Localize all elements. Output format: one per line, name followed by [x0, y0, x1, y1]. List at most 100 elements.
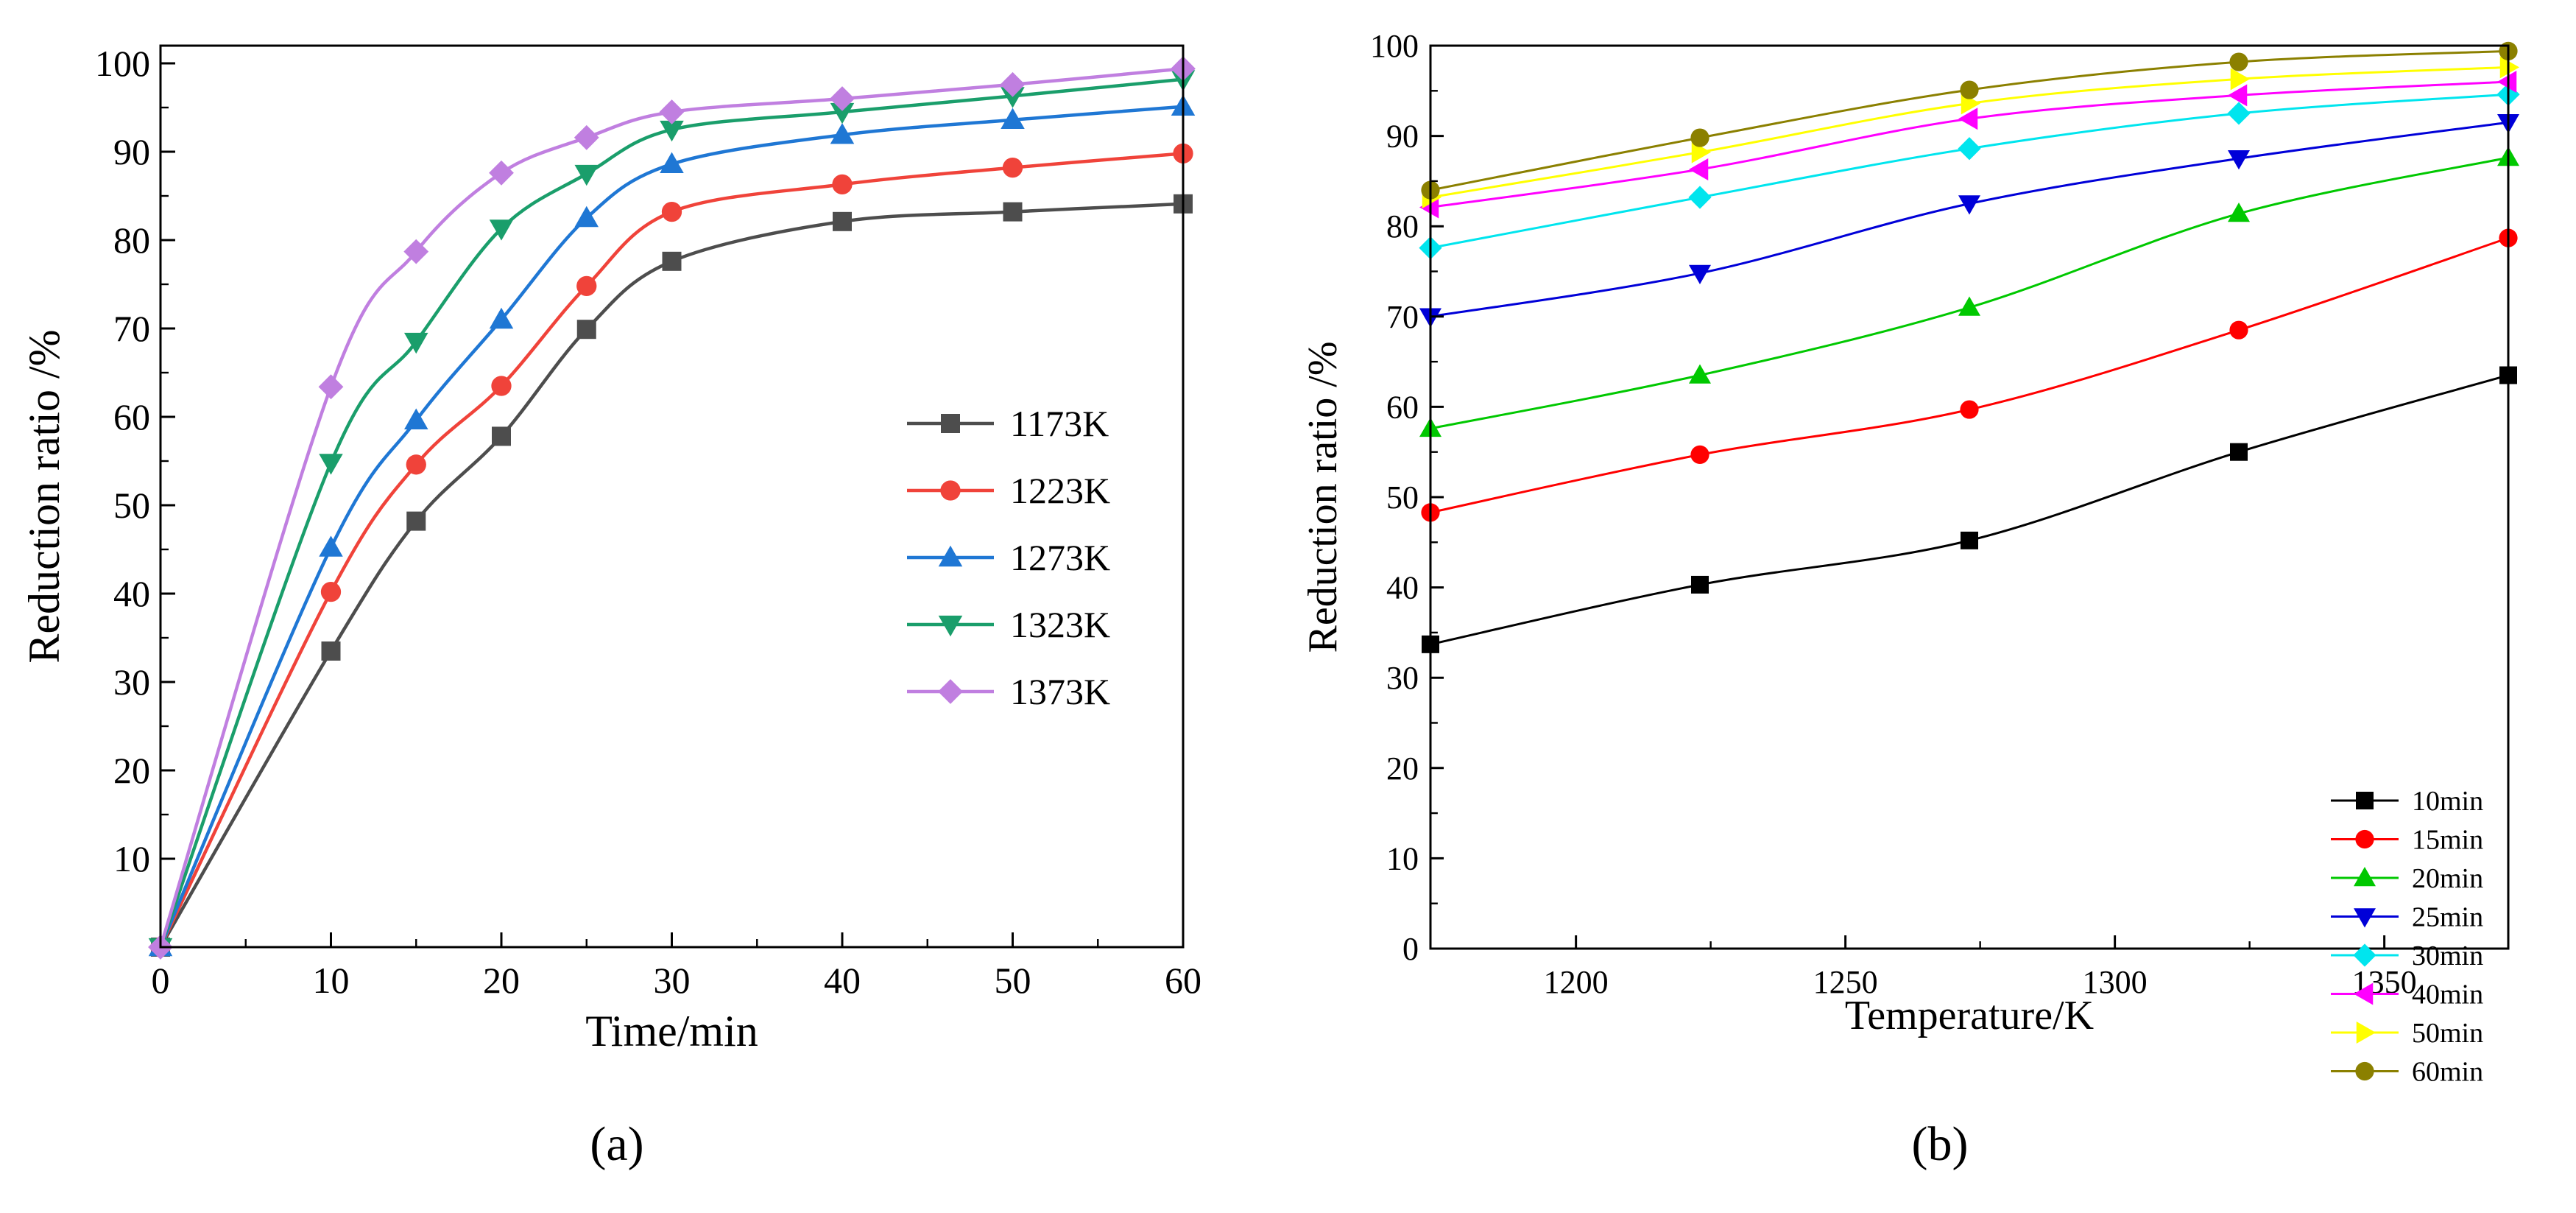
legend-marker-25min	[2354, 908, 2376, 928]
x-tick-label: 60	[1165, 960, 1201, 1001]
x-tick-label: 40	[824, 960, 861, 1001]
x-tick-label: 20	[483, 960, 520, 1001]
data-point-10min-1273	[1961, 531, 1978, 549]
legend-marker-1323K	[938, 615, 963, 637]
y-tick-label: 100	[1370, 28, 1419, 64]
legend-label-1223K: 1223K	[1010, 470, 1110, 511]
data-point-1273K-40	[830, 122, 855, 144]
data-point-1173K-10	[321, 641, 341, 661]
data-point-1323K-25	[574, 164, 599, 186]
y-axis-title: Reduction ratio /%	[1300, 341, 1346, 653]
data-point-1273K-25	[574, 205, 599, 228]
panel-label: (a)	[590, 1117, 643, 1171]
y-tick-label: 10	[113, 838, 150, 879]
data-point-1173K-30	[662, 251, 682, 271]
legend-marker-1373K	[938, 679, 963, 704]
data-point-40min-1273	[1958, 108, 1978, 130]
y-tick-label: 30	[113, 661, 150, 703]
data-point-30min-1273	[1958, 137, 1981, 161]
legend: 10min 15min 20min 25min 30min 40min 50min 60min	[2331, 786, 2483, 1087]
legend-marker-15min	[2355, 829, 2374, 849]
y-tick-label: 80	[1386, 208, 1419, 245]
data-point-1273K-10	[319, 535, 343, 557]
legend-marker-20min	[2354, 867, 2376, 887]
y-tick-label: 90	[1386, 119, 1419, 155]
y-axis-title: Reduction ratio /%	[20, 329, 68, 663]
legend-label-1273K: 1273K	[1010, 537, 1110, 578]
data-point-60min-1223	[1690, 128, 1709, 147]
series-line-1373K	[158, 66, 1184, 948]
legend: 1173K 1223K 1273K 1323K 1373K	[907, 403, 1110, 712]
series-line-15min	[1430, 236, 2509, 514]
data-point-1223K-40	[832, 174, 853, 195]
legend-label-25min: 25min	[2412, 901, 2483, 932]
data-point-10min-1323	[2230, 443, 2248, 461]
data-point-25min-1323	[2228, 150, 2250, 170]
data-point-50min-1373	[2499, 56, 2519, 79]
x-tick-label: 1200	[1544, 964, 1609, 1000]
data-point-15min-1323	[2229, 320, 2248, 340]
plot-frame	[1429, 44, 2510, 950]
data-point-40min-1323	[2228, 84, 2248, 107]
data-point-15min-1273	[1960, 400, 1979, 419]
legend-label-30min: 30min	[2412, 940, 2483, 971]
data-point-1373K-25	[574, 124, 599, 150]
data-point-1323K-40	[830, 102, 855, 124]
data-point-1323K-30	[660, 120, 684, 142]
data-point-1323K-20	[489, 219, 514, 241]
y-tick-label: 60	[113, 396, 150, 437]
legend-label-60min: 60min	[2412, 1056, 2483, 1087]
legend-label-15min: 15min	[2412, 824, 2483, 855]
data-point-60min-1273	[1960, 80, 1979, 99]
legend-label-10min: 10min	[2412, 786, 2483, 817]
data-point-1323K-10	[319, 454, 343, 475]
y-tick-label: 80	[113, 219, 150, 261]
data-point-1223K-15	[406, 454, 426, 475]
legend-label-20min: 20min	[2412, 863, 2483, 894]
legend-label-40min: 40min	[2412, 979, 2483, 1010]
data-point-1273K-15	[404, 408, 428, 429]
data-point-1323K-50	[1001, 87, 1025, 108]
y-tick-label: 70	[113, 308, 150, 349]
legend-marker-1173K	[941, 414, 960, 433]
x-tick-label: 30	[654, 960, 691, 1001]
data-point-1223K-25	[576, 275, 597, 297]
data-point-1323K-15	[404, 332, 428, 354]
data-point-30min-1223	[1688, 186, 1712, 209]
data-point-1373K-10	[318, 374, 344, 400]
y-tick-label: 90	[113, 131, 150, 172]
data-point-1273K-20	[489, 307, 514, 329]
data-point-1223K-50	[1002, 157, 1023, 178]
legend-marker-40min	[2354, 982, 2374, 1005]
data-point-1173K-40	[833, 211, 852, 231]
data-point-20min-1223	[1689, 364, 1711, 384]
data-point-50min-1223	[1691, 141, 1711, 164]
data-point-40min-1173	[1419, 196, 1439, 219]
data-point-60min-1323	[2229, 52, 2248, 71]
x-tick-label: 1250	[1813, 964, 1878, 1000]
y-tick-label: 20	[113, 750, 150, 791]
x-tick-label: 50	[995, 960, 1031, 1001]
y-tick-label: 20	[1386, 750, 1419, 787]
data-point-1373K-40	[830, 86, 855, 111]
series-line-1223K	[158, 152, 1184, 948]
data-point-1373K-50	[1000, 71, 1026, 97]
data-point-1173K-20	[492, 426, 511, 446]
data-point-1173K-15	[406, 511, 426, 531]
legend-marker-30min	[2353, 943, 2376, 967]
data-point-40min-1223	[1689, 158, 1709, 180]
series-line-1273K	[158, 105, 1184, 948]
legend-label-1173K: 1173K	[1010, 403, 1109, 444]
data-point-40min-1373	[2497, 71, 2517, 94]
data-point-1373K-15	[403, 239, 429, 264]
legend-marker-50min	[2356, 1022, 2376, 1044]
legend-marker-10min	[2356, 792, 2374, 809]
legend-label-1373K: 1373K	[1010, 671, 1110, 712]
data-point-15min-1223	[1690, 445, 1709, 464]
chart-panel-b: 1200 1250 1300 13500102030405060708090100Te…	[1300, 28, 2520, 1171]
legend-label-1323K: 1323K	[1010, 604, 1110, 645]
x-tick-label: 10	[313, 960, 350, 1001]
chart-panel-a: 0 10 20 30 40 50 60 10 20 30 40 50 60 70 80 90 100 Time/m…	[20, 43, 1201, 1171]
y-tick-label: 0	[1402, 931, 1419, 967]
